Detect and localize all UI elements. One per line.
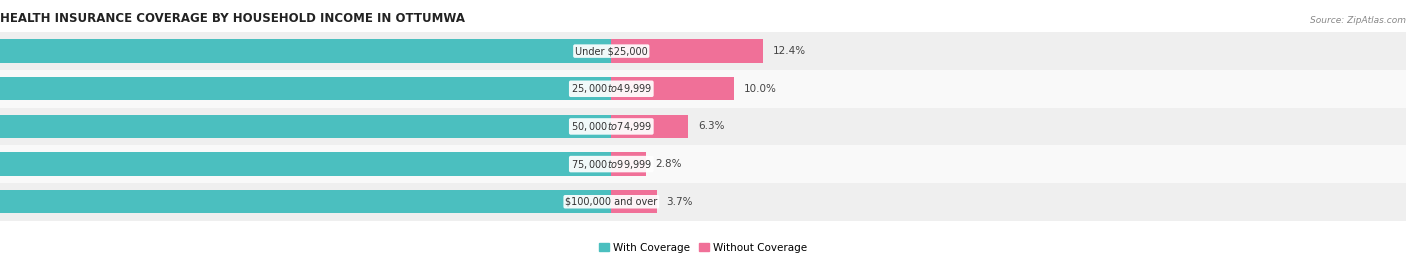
Bar [612, 40, 763, 63]
Bar [0, 145, 1406, 183]
Bar [0, 183, 1406, 221]
Bar [612, 115, 689, 138]
Bar [0, 70, 1406, 108]
Text: Source: ZipAtlas.com: Source: ZipAtlas.com [1310, 16, 1406, 25]
Text: HEALTH INSURANCE COVERAGE BY HOUSEHOLD INCOME IN OTTUMWA: HEALTH INSURANCE COVERAGE BY HOUSEHOLD I… [0, 12, 465, 25]
Text: $25,000 to $49,999: $25,000 to $49,999 [571, 82, 652, 95]
Bar [0, 153, 612, 176]
Text: 2.8%: 2.8% [655, 159, 682, 169]
Bar [0, 190, 612, 213]
Bar [0, 108, 1406, 145]
Text: 10.0%: 10.0% [744, 84, 776, 94]
Bar [612, 77, 734, 100]
Text: 6.3%: 6.3% [699, 121, 724, 132]
Bar [612, 190, 657, 213]
Legend: With Coverage, Without Coverage: With Coverage, Without Coverage [595, 238, 811, 257]
Text: Under $25,000: Under $25,000 [575, 46, 648, 56]
Bar [0, 40, 612, 63]
Bar [0, 77, 612, 100]
Text: $50,000 to $74,999: $50,000 to $74,999 [571, 120, 652, 133]
Text: $100,000 and over: $100,000 and over [565, 197, 658, 207]
Bar [612, 153, 645, 176]
Text: $75,000 to $99,999: $75,000 to $99,999 [571, 158, 652, 171]
Text: 3.7%: 3.7% [666, 197, 693, 207]
Bar [0, 115, 612, 138]
Text: 12.4%: 12.4% [773, 46, 806, 56]
Bar [0, 32, 1406, 70]
